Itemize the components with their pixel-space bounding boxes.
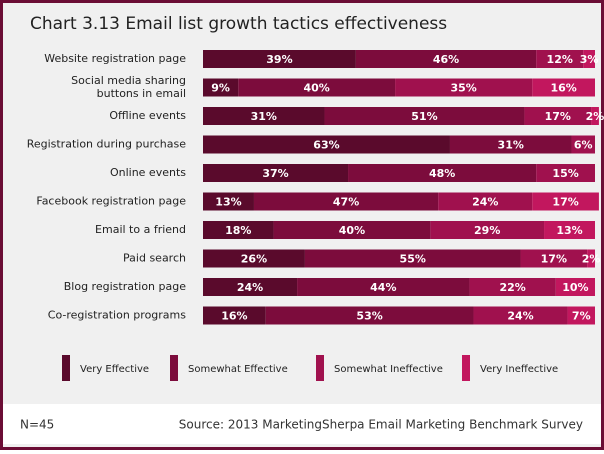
category-label: Blog registration page [64,280,186,293]
value-label: 13% [556,224,582,237]
bar-segment [536,164,595,182]
bar-segment [438,192,533,211]
bar-segment [524,107,592,125]
legend-swatch [62,355,70,381]
value-label: 18% [225,224,251,237]
value-label: 47% [333,196,359,209]
value-label: 29% [474,224,500,237]
value-label: 46% [433,53,459,66]
value-label: 17% [541,253,567,266]
chart-title: Chart 3.13 Email list growth tactics eff… [30,14,447,34]
value-label: 17% [552,196,578,209]
bar-segment [567,306,595,325]
bar-segment [324,107,525,125]
value-label: 2% [582,253,601,266]
bar-segment [536,50,584,68]
bar-segment [203,107,325,125]
category-label: Offline events [109,109,186,122]
value-label: 22% [500,281,526,294]
bar-segment [203,78,239,97]
bar-segment [203,135,450,154]
bar-segment [203,306,266,325]
footer-band [3,404,601,444]
value-label: 31% [498,139,524,152]
value-label: 40% [339,224,365,237]
bar-segment [555,278,595,296]
value-label: 24% [237,281,263,294]
bar-segment [520,249,588,268]
value-label: 31% [251,110,277,123]
bar-segment [304,249,521,268]
source: Source: 2013 MarketingSherpa Email Marke… [179,418,583,432]
legend-label: Somewhat Ineffective [334,364,443,375]
value-label: 44% [370,281,396,294]
legend-swatch [462,355,470,381]
value-label: 2% [586,110,604,123]
bar-segment [587,249,595,268]
bar-segment [395,78,533,97]
bar-segment [203,221,274,239]
bar-segment [430,221,545,239]
value-label: 40% [304,82,330,95]
bar-segment [203,249,305,268]
value-label: 24% [472,196,498,209]
bar-segment [544,221,595,239]
category-label: Website registration page [44,52,186,65]
note: N=45 [20,418,54,432]
value-label: 26% [241,253,267,266]
legend-label: Somewhat Effective [188,364,288,375]
value-label: 55% [400,253,426,266]
bar-segment [591,107,599,125]
bar-segment [469,278,556,296]
category-label: Facebook registration page [36,195,186,208]
value-label: 24% [507,310,533,323]
value-label: 37% [262,167,288,180]
value-label: 17% [545,110,571,123]
bar-segment [583,50,595,68]
category-label: Registration during purchase [27,138,187,151]
legend-swatch [316,355,324,381]
value-label: 16% [550,82,576,95]
value-label: 3% [580,53,599,66]
bar-segment [532,192,599,211]
bar-segment [253,192,439,211]
value-label: 13% [215,196,241,209]
bar-segment [449,135,572,154]
bar-segment [355,50,537,68]
value-label: 53% [356,310,382,323]
bar-segment [273,221,431,239]
bar-segment [473,306,568,325]
bar-segment [265,306,474,325]
bar-segment [203,50,356,68]
legend-label: Very Ineffective [480,364,558,375]
legend-label: Very Effective [80,364,149,375]
legend-swatch [170,355,178,381]
value-label: 7% [572,310,591,323]
value-label: 51% [411,110,437,123]
bar-segment [238,78,396,97]
value-label: 16% [221,310,247,323]
value-label: 48% [429,167,455,180]
category-label: Email to a friend [95,223,186,236]
value-label: 39% [266,53,292,66]
value-label: 10% [562,281,588,294]
bar-segment [532,78,595,97]
bar-segment [348,164,537,182]
value-label: 15% [552,167,578,180]
category-label: Paid search [123,252,186,265]
value-label: 35% [451,82,477,95]
value-label: 12% [547,53,573,66]
category-label: Social media sharing buttons in email [71,74,186,100]
bar-segment [297,278,470,296]
category-label: Co-registration programs [48,309,186,322]
value-label: 63% [313,139,339,152]
bar-segment [203,192,254,211]
value-label: 6% [574,139,593,152]
bar-segment [203,278,298,296]
bar-segment [571,135,595,154]
bar-segment [203,164,349,182]
category-label: Online events [110,166,186,179]
value-label: 9% [211,82,230,95]
